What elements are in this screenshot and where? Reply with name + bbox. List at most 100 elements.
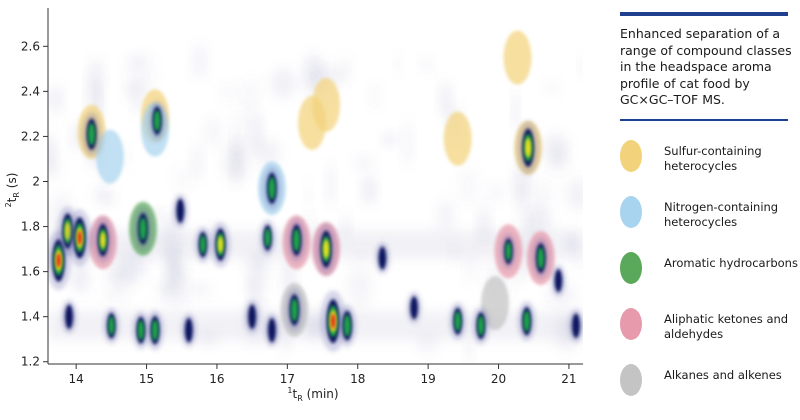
background-smear bbox=[531, 179, 555, 206]
background-smear bbox=[158, 280, 179, 298]
x-tick-label: 20 bbox=[491, 372, 506, 386]
chromatogram-peak bbox=[259, 219, 276, 256]
y-axis-label: 2tR (s) bbox=[4, 173, 21, 208]
figure-caption: Enhanced separation of a range of compou… bbox=[620, 26, 792, 107]
legend-swatch-sulfur bbox=[620, 140, 642, 172]
x-tick-label: 16 bbox=[209, 372, 224, 386]
chromatogram-peak bbox=[145, 310, 165, 351]
caption-bottom-rule bbox=[620, 118, 788, 121]
chromatogram-peak bbox=[472, 306, 490, 345]
background-smear bbox=[420, 58, 432, 73]
y-tick-label: 1.6 bbox=[21, 265, 40, 279]
background-smear bbox=[383, 133, 397, 147]
caption-top-rule bbox=[620, 12, 788, 16]
chromatogram-peak bbox=[286, 218, 307, 263]
background-smear bbox=[369, 82, 381, 110]
chromatogram-peak bbox=[448, 302, 467, 341]
background-smear bbox=[48, 133, 56, 174]
chromatogram-peak bbox=[284, 287, 305, 332]
background-smear bbox=[394, 55, 402, 72]
background-smear bbox=[92, 187, 114, 200]
background-smear bbox=[512, 90, 519, 131]
x-axis-ticks: 14 15 16 17 18 19 20 21 bbox=[69, 364, 577, 386]
background-smear bbox=[579, 56, 583, 75]
chromatogram-peak bbox=[67, 209, 92, 267]
background-smear bbox=[192, 43, 208, 80]
y-tick-label: 1.2 bbox=[21, 355, 40, 369]
background-smear bbox=[326, 163, 335, 206]
legend-label-nitrogen: Nitrogen-containing heterocycles bbox=[664, 200, 779, 229]
legend-label-ketones: Aliphatic ketones and aldehydes bbox=[664, 312, 789, 341]
y-axis-ticks: 1.2 1.4 1.6 1.8 2 2.2 2.4 2.6 bbox=[21, 39, 48, 369]
chromatogram-peak bbox=[516, 120, 540, 175]
chromatogram-peak bbox=[92, 217, 114, 264]
background-smear bbox=[464, 252, 477, 284]
legend-swatch-aromatic bbox=[620, 252, 642, 284]
background-smear bbox=[329, 69, 345, 85]
chromatogram-peak bbox=[567, 308, 583, 343]
x-tick-label: 21 bbox=[561, 372, 576, 386]
background-smear bbox=[465, 337, 474, 364]
background-smear bbox=[439, 81, 452, 119]
background-smear bbox=[402, 120, 413, 167]
background-smear bbox=[125, 78, 144, 100]
chromatogram-peak bbox=[132, 311, 150, 350]
class-highlight bbox=[95, 129, 124, 184]
x-tick-label: 17 bbox=[280, 372, 295, 386]
background-smear bbox=[174, 167, 191, 190]
chromatographic-peaks bbox=[48, 100, 583, 353]
legend-item-aromatic: Aromatic hydrocarbons bbox=[620, 252, 798, 308]
legend-item-sulfur: Sulfur-containing heterocycles bbox=[620, 140, 795, 196]
background-smear bbox=[243, 78, 260, 98]
legend-swatch-alkanes bbox=[620, 364, 642, 396]
background-smear bbox=[166, 298, 176, 310]
y-tick-label: 1.8 bbox=[21, 220, 40, 234]
y-tick-label: 2 bbox=[32, 174, 40, 188]
background-smear bbox=[110, 250, 129, 296]
class-highlight bbox=[503, 30, 532, 85]
background-smear bbox=[546, 81, 560, 94]
chromatogram-peak bbox=[147, 100, 167, 141]
chromatogram-peak bbox=[61, 299, 78, 334]
x-tick-label: 18 bbox=[350, 372, 365, 386]
background-smear bbox=[347, 265, 373, 308]
chromatogram-peak bbox=[194, 226, 212, 263]
chromatogram-peak bbox=[500, 233, 517, 270]
background-smear bbox=[305, 179, 312, 212]
x-tick-label: 15 bbox=[139, 372, 154, 386]
y-tick-label: 2.6 bbox=[21, 39, 40, 53]
figure-caption-panel: Enhanced separation of a range of compou… bbox=[620, 12, 792, 121]
legend-item-nitrogen: Nitrogen-containing heterocycles bbox=[620, 196, 795, 252]
background-smear bbox=[167, 260, 186, 285]
legend-label-aromatic: Aromatic hydrocarbons bbox=[664, 256, 798, 270]
legend-swatch-ketones bbox=[620, 308, 642, 340]
chromatogram-peak bbox=[133, 206, 153, 251]
background-smear bbox=[220, 83, 240, 101]
x-axis-label: 1tR (min) bbox=[287, 386, 338, 403]
background-smear bbox=[437, 199, 454, 232]
background-smear bbox=[354, 155, 374, 169]
background-smear bbox=[362, 175, 377, 205]
chromatogram-peak bbox=[180, 313, 197, 348]
background-smear bbox=[270, 68, 297, 99]
chromatogram-peak bbox=[374, 242, 391, 275]
legend: Sulfur-containing heterocycles Nitrogen-… bbox=[620, 140, 798, 420]
chromatogram-peak bbox=[172, 193, 189, 228]
background-smear bbox=[126, 55, 146, 69]
background-smear bbox=[524, 204, 551, 237]
background-smear bbox=[72, 262, 88, 293]
background-smear bbox=[257, 139, 280, 166]
legend-swatch-nitrogen bbox=[620, 196, 642, 228]
background-smear bbox=[223, 142, 249, 183]
chromatogram-peak bbox=[517, 301, 536, 342]
background-smear bbox=[205, 117, 222, 148]
background-smear bbox=[544, 133, 568, 167]
chromatogram-peak bbox=[262, 166, 282, 211]
background-smear bbox=[122, 146, 131, 169]
x-tick-label: 19 bbox=[420, 372, 435, 386]
chromatogram-peak bbox=[244, 299, 261, 334]
chromatogram-peak bbox=[263, 313, 280, 348]
chromatogram-peak bbox=[81, 112, 102, 157]
background-smear bbox=[190, 283, 210, 296]
y-tick-label: 1.4 bbox=[21, 310, 40, 324]
